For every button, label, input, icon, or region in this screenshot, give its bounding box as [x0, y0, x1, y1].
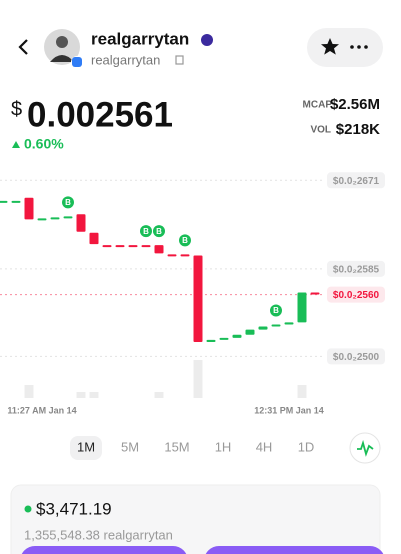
username: realgarrytan	[91, 29, 189, 48]
candle	[89, 232, 99, 245]
buy-marker	[179, 234, 191, 247]
volume-bar	[154, 392, 164, 398]
candle	[258, 326, 268, 330]
buy-marker-label: B	[65, 198, 71, 207]
sell-button[interactable]	[204, 546, 385, 554]
buy-marker	[270, 304, 282, 317]
stat-label: MCAP	[303, 100, 333, 111]
copy-icon[interactable]	[175, 55, 184, 65]
price-change: 0.60%	[24, 136, 64, 152]
volume-bar	[76, 392, 86, 398]
holding-value: $3,471.19	[36, 499, 112, 518]
candle	[141, 245, 151, 248]
candle	[219, 337, 229, 340]
candle	[180, 254, 190, 257]
candle	[167, 254, 177, 257]
timeframe-button[interactable]: 1H	[215, 439, 232, 454]
buy-button[interactable]	[20, 546, 188, 554]
actions-pill	[307, 28, 383, 67]
x-tick-label: 11:27 AM Jan 14	[7, 405, 76, 415]
timeframe-button[interactable]: 4H	[256, 439, 273, 454]
buy-marker-label: B	[156, 227, 162, 236]
back-button[interactable]	[18, 39, 28, 55]
timeframe-selected	[70, 436, 102, 460]
holding-dot	[24, 505, 32, 513]
candle	[102, 245, 112, 248]
candle	[0, 200, 8, 203]
timeframes: 1M 5M 15M 1H 4H 1D	[70, 436, 314, 460]
handle: realgarrytan	[91, 52, 160, 67]
candle	[271, 324, 281, 327]
candle	[37, 218, 47, 221]
current-price-label: $0.0₂2560	[333, 290, 380, 301]
verified-orb	[201, 34, 213, 46]
buy-marker-label: B	[182, 236, 188, 245]
price: 0.002561	[27, 95, 173, 134]
timeframe-button[interactable]: 5M	[121, 439, 139, 454]
candle	[76, 214, 86, 232]
candle	[154, 245, 164, 254]
candle	[50, 217, 60, 220]
holding-card	[10, 484, 381, 554]
volume-bar	[297, 385, 307, 398]
y-tick-label: $0.0₂2585	[333, 264, 380, 275]
volume-bar	[193, 360, 203, 398]
stat-label: VOL	[310, 125, 331, 136]
buy-marker	[140, 225, 152, 238]
candle	[297, 292, 307, 323]
currency-symbol: $	[11, 98, 22, 120]
timeframe-button[interactable]: 15M	[164, 439, 189, 454]
more-button[interactable]	[350, 45, 368, 49]
x-tick-label: 12:31 PM Jan 14	[254, 405, 324, 415]
candle	[11, 200, 21, 203]
badge	[72, 57, 82, 67]
stat-value: $218K	[336, 121, 380, 138]
candle	[232, 334, 242, 338]
current-price-pill	[327, 286, 385, 303]
candle	[63, 216, 73, 219]
y-tick-pill	[327, 172, 385, 189]
candle	[310, 292, 320, 295]
holding-amount: 1,355,548.38 realgarrytan	[24, 527, 173, 542]
timeframe-button[interactable]: 1D	[298, 439, 315, 454]
y-tick-pill	[327, 260, 385, 277]
avatar-body	[50, 55, 74, 62]
buy-marker	[153, 225, 165, 238]
timeframe-button[interactable]: 1M	[77, 439, 95, 454]
chart: $0.0₂2671 $0.0₂2585 $0.0₂2500 $0.0₂2560 11:2…	[0, 172, 385, 415]
buy-marker-label: B	[143, 227, 149, 236]
star-button[interactable]	[321, 38, 339, 55]
volume-bar	[89, 392, 99, 398]
candle	[128, 245, 138, 248]
volume-bar	[24, 385, 34, 398]
candle	[284, 322, 294, 325]
buy-marker	[62, 196, 74, 209]
buy-marker-label: B	[273, 306, 279, 315]
candle	[245, 329, 255, 335]
chart-type-icon	[357, 439, 374, 457]
avatar-head	[56, 36, 68, 48]
candle	[193, 255, 203, 342]
y-tick-pill	[327, 348, 385, 365]
stat-value: $2.56M	[330, 96, 380, 113]
candle	[206, 339, 216, 342]
y-tick-label: $0.0₂2500	[333, 352, 380, 363]
up-arrow	[12, 141, 20, 148]
candle	[24, 197, 34, 220]
candle	[115, 245, 125, 248]
y-tick-label: $0.0₂2671	[333, 176, 380, 187]
